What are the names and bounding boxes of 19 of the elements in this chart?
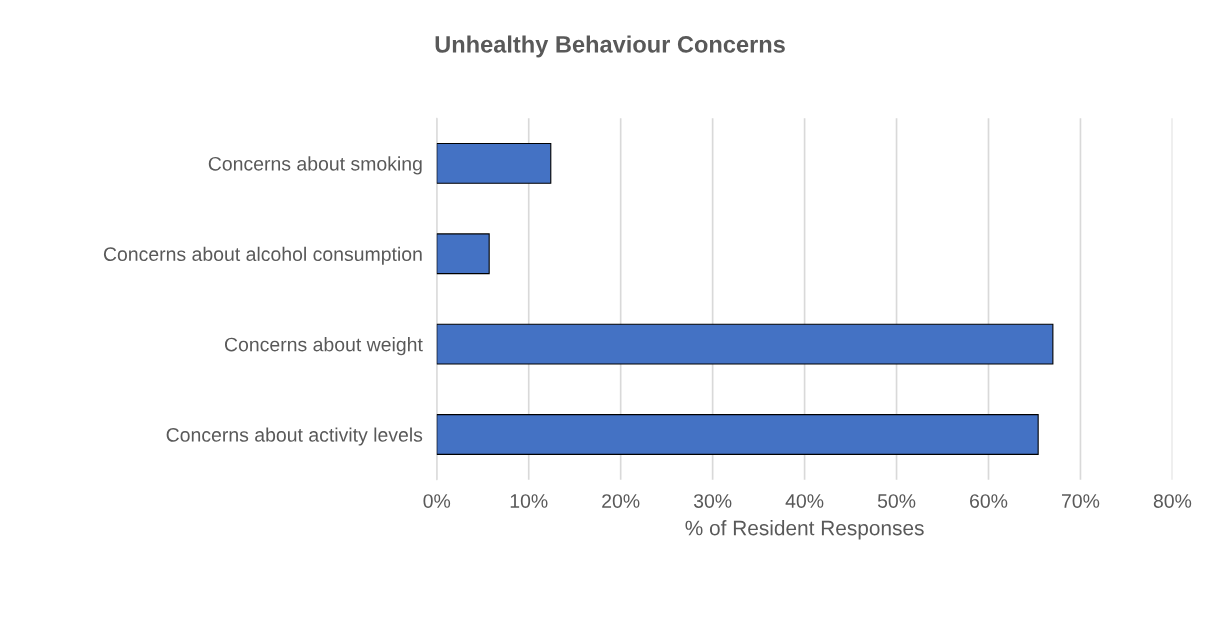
chart-title: Unhealthy Behaviour Concerns [435,35,785,58]
x-tick-label: 20% [602,494,640,508]
x-tick-label: 40% [785,494,824,508]
x-tick-label: 30% [693,494,732,508]
x-tick-label: 60% [970,494,1008,508]
x-tick-label: 50% [877,494,916,508]
x-tick-label: 0% [423,494,451,508]
x-tick-label: 80% [1153,494,1192,508]
y-tick-label: Concerns about weight [224,337,423,356]
bar [436,323,1054,365]
bar [436,233,490,275]
x-tick-label: 10% [510,494,548,508]
bar [436,142,552,184]
x-tick-label: 70% [1062,494,1100,508]
x-axis-title: % of Resident Responses [685,520,924,540]
bar [436,414,1039,455]
y-tick-label: Concerns about smoking [208,156,422,175]
y-tick-label: Concerns about activity levels [166,427,423,446]
y-tick-label: Concerns about alcohol consumption [103,246,422,265]
